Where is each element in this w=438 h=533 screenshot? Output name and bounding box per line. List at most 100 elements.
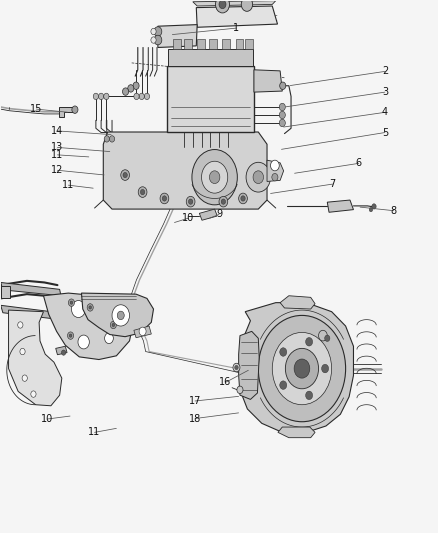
- Circle shape: [123, 88, 129, 95]
- Polygon shape: [239, 332, 259, 399]
- FancyBboxPatch shape: [245, 39, 253, 49]
- Circle shape: [141, 189, 145, 195]
- Polygon shape: [199, 209, 217, 220]
- Circle shape: [20, 349, 25, 355]
- Polygon shape: [193, 1, 276, 6]
- Text: 16: 16: [219, 377, 232, 387]
- Text: 17: 17: [189, 396, 201, 406]
- Circle shape: [325, 335, 330, 342]
- Circle shape: [237, 386, 243, 393]
- Circle shape: [89, 306, 92, 309]
- Circle shape: [154, 35, 162, 45]
- Polygon shape: [56, 346, 67, 355]
- FancyBboxPatch shape: [197, 39, 205, 49]
- Text: 3: 3: [382, 87, 388, 97]
- Circle shape: [139, 327, 146, 336]
- Circle shape: [279, 103, 286, 111]
- Circle shape: [112, 305, 130, 326]
- Text: 11: 11: [51, 150, 64, 160]
- Circle shape: [18, 322, 23, 328]
- Text: 9: 9: [216, 209, 222, 220]
- Circle shape: [72, 106, 78, 114]
- Circle shape: [306, 337, 313, 346]
- FancyBboxPatch shape: [184, 39, 192, 49]
- Circle shape: [280, 82, 286, 90]
- Circle shape: [162, 196, 166, 201]
- Circle shape: [134, 93, 139, 100]
- FancyBboxPatch shape: [1, 286, 11, 298]
- Circle shape: [279, 111, 286, 119]
- Polygon shape: [43, 293, 134, 360]
- Circle shape: [93, 93, 99, 100]
- Circle shape: [235, 366, 238, 369]
- Circle shape: [221, 199, 226, 204]
- Circle shape: [105, 333, 113, 344]
- Circle shape: [133, 82, 139, 90]
- Circle shape: [372, 204, 376, 209]
- Circle shape: [279, 119, 286, 127]
- Circle shape: [22, 375, 27, 381]
- Text: 5: 5: [382, 127, 388, 138]
- Circle shape: [139, 93, 145, 100]
- Circle shape: [100, 309, 111, 322]
- Text: 14: 14: [51, 126, 64, 136]
- Circle shape: [117, 311, 124, 320]
- Circle shape: [233, 364, 240, 372]
- Circle shape: [239, 193, 247, 204]
- Text: 11: 11: [62, 180, 74, 190]
- Text: 8: 8: [391, 206, 397, 216]
- Circle shape: [241, 0, 253, 11]
- Circle shape: [87, 304, 93, 311]
- Circle shape: [121, 169, 130, 180]
- Polygon shape: [278, 427, 315, 438]
- Circle shape: [240, 366, 246, 373]
- Circle shape: [271, 160, 279, 171]
- Polygon shape: [168, 49, 253, 66]
- Circle shape: [154, 27, 162, 36]
- Text: 7: 7: [329, 179, 336, 189]
- Circle shape: [110, 136, 115, 142]
- Circle shape: [219, 0, 226, 9]
- FancyBboxPatch shape: [236, 39, 244, 49]
- Circle shape: [123, 172, 127, 177]
- Polygon shape: [196, 6, 278, 27]
- Text: 13: 13: [51, 142, 64, 152]
- Text: 10: 10: [182, 213, 194, 223]
- Polygon shape: [9, 310, 62, 406]
- Polygon shape: [327, 200, 353, 212]
- Circle shape: [68, 299, 74, 306]
- Text: 6: 6: [356, 158, 362, 168]
- Circle shape: [99, 93, 104, 100]
- Circle shape: [104, 136, 110, 142]
- Circle shape: [192, 150, 237, 205]
- Circle shape: [110, 321, 117, 329]
- Circle shape: [104, 93, 109, 100]
- Polygon shape: [81, 293, 153, 337]
- Polygon shape: [240, 303, 353, 432]
- Polygon shape: [103, 132, 267, 209]
- FancyBboxPatch shape: [209, 39, 217, 49]
- Circle shape: [321, 365, 328, 373]
- Circle shape: [67, 332, 74, 340]
- Text: 11: 11: [88, 427, 101, 438]
- Circle shape: [318, 330, 327, 341]
- Circle shape: [369, 207, 373, 212]
- Polygon shape: [1, 305, 61, 320]
- Circle shape: [246, 163, 271, 192]
- FancyBboxPatch shape: [173, 39, 181, 49]
- Circle shape: [151, 28, 156, 35]
- Circle shape: [272, 333, 332, 405]
- Circle shape: [215, 0, 230, 13]
- Text: 4: 4: [382, 107, 388, 117]
- Circle shape: [186, 196, 195, 207]
- Circle shape: [253, 171, 264, 183]
- Polygon shape: [1, 282, 61, 296]
- Circle shape: [151, 37, 156, 43]
- Polygon shape: [59, 107, 75, 117]
- Text: 1: 1: [233, 23, 240, 33]
- Circle shape: [219, 196, 228, 207]
- Circle shape: [138, 187, 147, 197]
- Circle shape: [306, 391, 313, 400]
- Circle shape: [294, 359, 310, 378]
- FancyBboxPatch shape: [223, 39, 230, 49]
